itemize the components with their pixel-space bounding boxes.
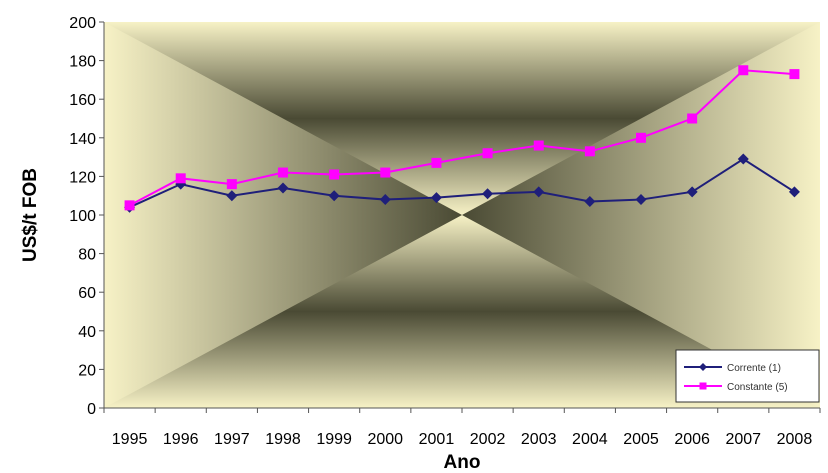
x-tick-label: 1995 bbox=[112, 431, 148, 448]
y-tick-label: 160 bbox=[69, 92, 96, 109]
data-point bbox=[278, 167, 288, 178]
data-point bbox=[636, 132, 646, 143]
data-point bbox=[329, 169, 340, 180]
legend-item: Constante (5) bbox=[684, 382, 788, 393]
plot-area-background bbox=[104, 22, 820, 408]
legend-item: Corrente (1) bbox=[684, 363, 781, 374]
y-tick-label: 140 bbox=[69, 131, 96, 148]
data-point bbox=[789, 69, 800, 80]
x-tick-label: 1997 bbox=[214, 431, 250, 448]
y-tick-label: 180 bbox=[69, 54, 96, 71]
x-tick-label: 2003 bbox=[521, 431, 557, 448]
legend: Corrente (1) Constante (5) bbox=[675, 349, 820, 403]
data-point bbox=[584, 146, 595, 157]
legend-items: Corrente (1) Constante (5) bbox=[684, 363, 788, 393]
series-layer bbox=[124, 65, 800, 213]
x-tick-label: 2007 bbox=[725, 431, 761, 448]
series-1 bbox=[124, 153, 800, 213]
data-point bbox=[533, 140, 544, 151]
legend-label: Corrente (1) bbox=[727, 363, 781, 374]
x-tick-label: 1996 bbox=[163, 431, 199, 448]
x-tick-label: 2002 bbox=[470, 431, 506, 448]
legend-swatch-marker bbox=[699, 363, 707, 371]
x-axis-ticks: 1995 1996 1997 1998 1999 2000 2001 2002 2003 2004… bbox=[103, 408, 821, 448]
y-tick-label: 0 bbox=[87, 401, 96, 418]
data-point bbox=[686, 186, 698, 198]
data-point bbox=[328, 190, 340, 202]
data-point bbox=[379, 194, 391, 206]
y-tick-label: 100 bbox=[69, 208, 96, 225]
x-tick-label: 1999 bbox=[316, 431, 352, 448]
data-point bbox=[687, 113, 698, 124]
x-tick-label: 2005 bbox=[623, 431, 659, 448]
y-axis-ticks: 0 20 40 60 80 100 120 140 160 180 200 bbox=[69, 15, 104, 418]
series-line bbox=[129, 157, 795, 209]
series-line bbox=[129, 69, 795, 207]
y-tick-label: 120 bbox=[69, 169, 96, 186]
data-point bbox=[226, 190, 238, 202]
y-tick-label: 40 bbox=[78, 324, 96, 341]
y-tick-label: 60 bbox=[78, 285, 96, 302]
data-point bbox=[482, 188, 494, 200]
x-tick-label: 2000 bbox=[367, 431, 403, 448]
data-point bbox=[124, 200, 135, 211]
y-tick-label: 200 bbox=[69, 15, 96, 32]
data-point bbox=[533, 186, 545, 198]
data-point bbox=[738, 65, 749, 76]
data-point bbox=[277, 182, 289, 194]
legend-box bbox=[675, 349, 820, 403]
data-point bbox=[380, 167, 391, 178]
data-point bbox=[175, 173, 186, 184]
x-axis-title: Ano bbox=[444, 452, 481, 473]
x-tick-label: 2001 bbox=[419, 431, 455, 448]
x-tick-label: 2004 bbox=[572, 431, 608, 448]
data-point bbox=[430, 192, 442, 204]
y-tick-label: 80 bbox=[78, 247, 96, 264]
y-tick-label: 20 bbox=[78, 362, 96, 379]
legend-label: Constante (5) bbox=[727, 382, 788, 393]
x-tick-label: 2008 bbox=[777, 431, 813, 448]
data-point bbox=[635, 194, 647, 206]
data-point bbox=[226, 179, 237, 190]
x-tick-label: 2006 bbox=[674, 431, 710, 448]
x-tick-label: 1998 bbox=[265, 431, 301, 448]
data-point bbox=[431, 157, 442, 168]
data-point bbox=[788, 186, 800, 198]
y-axis-title: US$/t FOB bbox=[20, 168, 41, 262]
legend-swatch-marker bbox=[699, 382, 707, 390]
data-point bbox=[482, 148, 493, 159]
data-point bbox=[584, 195, 596, 207]
data-point bbox=[737, 153, 749, 165]
series-2 bbox=[124, 65, 800, 211]
